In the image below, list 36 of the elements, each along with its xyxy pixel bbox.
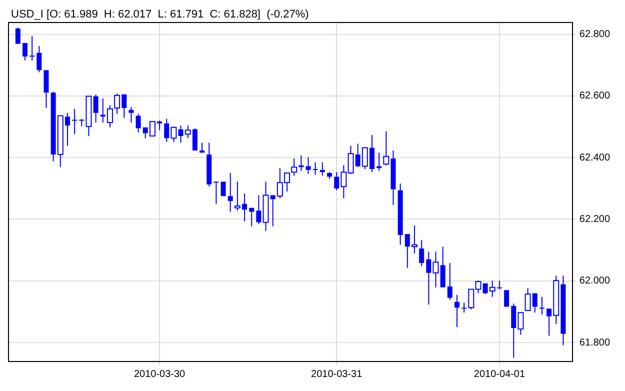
candlestick: [30, 36, 35, 62]
candlestick: [136, 113, 141, 133]
x-tick-label: 2010-03-31: [311, 368, 363, 380]
candlestick: [249, 208, 254, 227]
candlestick: [447, 262, 452, 300]
x-tick-label: 2010-04-01: [474, 368, 526, 380]
y-tick-label: 62.200: [579, 214, 610, 225]
y-tick-label: 62.800: [579, 29, 610, 40]
chart-title: USD_I [O: 61.989 H: 62.017 L: 61.791 C: 61.828] (-0.27%): [11, 8, 309, 21]
candlestick: [214, 181, 219, 204]
x-tick-label: 2010-03-30: [134, 368, 186, 380]
candlestick: [228, 172, 233, 212]
candlestick: [200, 142, 205, 153]
candlestick: [93, 94, 98, 123]
candlestick: [376, 152, 382, 172]
y-tick-label: 62.600: [579, 90, 610, 102]
candlestick: [312, 162, 318, 176]
y-tick-label: 61.800: [579, 337, 610, 348]
candlestick: [128, 106, 134, 123]
candlestick: [15, 27, 20, 44]
candlestick: [539, 296, 544, 315]
candlestick: [419, 239, 424, 267]
y-tick-label: 62.400: [579, 152, 610, 164]
candlestick: [256, 194, 262, 225]
candlestick: [440, 246, 446, 288]
candlestick: [320, 162, 325, 176]
candlestick: [36, 46, 42, 73]
candlestick: [398, 182, 403, 246]
candlestick: [22, 42, 28, 62]
candlestick: [206, 142, 212, 188]
candlestick: [327, 172, 332, 180]
candlestick: [306, 156, 311, 174]
candlestick: [72, 108, 78, 135]
candlestick: [44, 70, 49, 108]
y-tick-label: 62.000: [579, 276, 610, 287]
candlestick: [454, 294, 460, 328]
